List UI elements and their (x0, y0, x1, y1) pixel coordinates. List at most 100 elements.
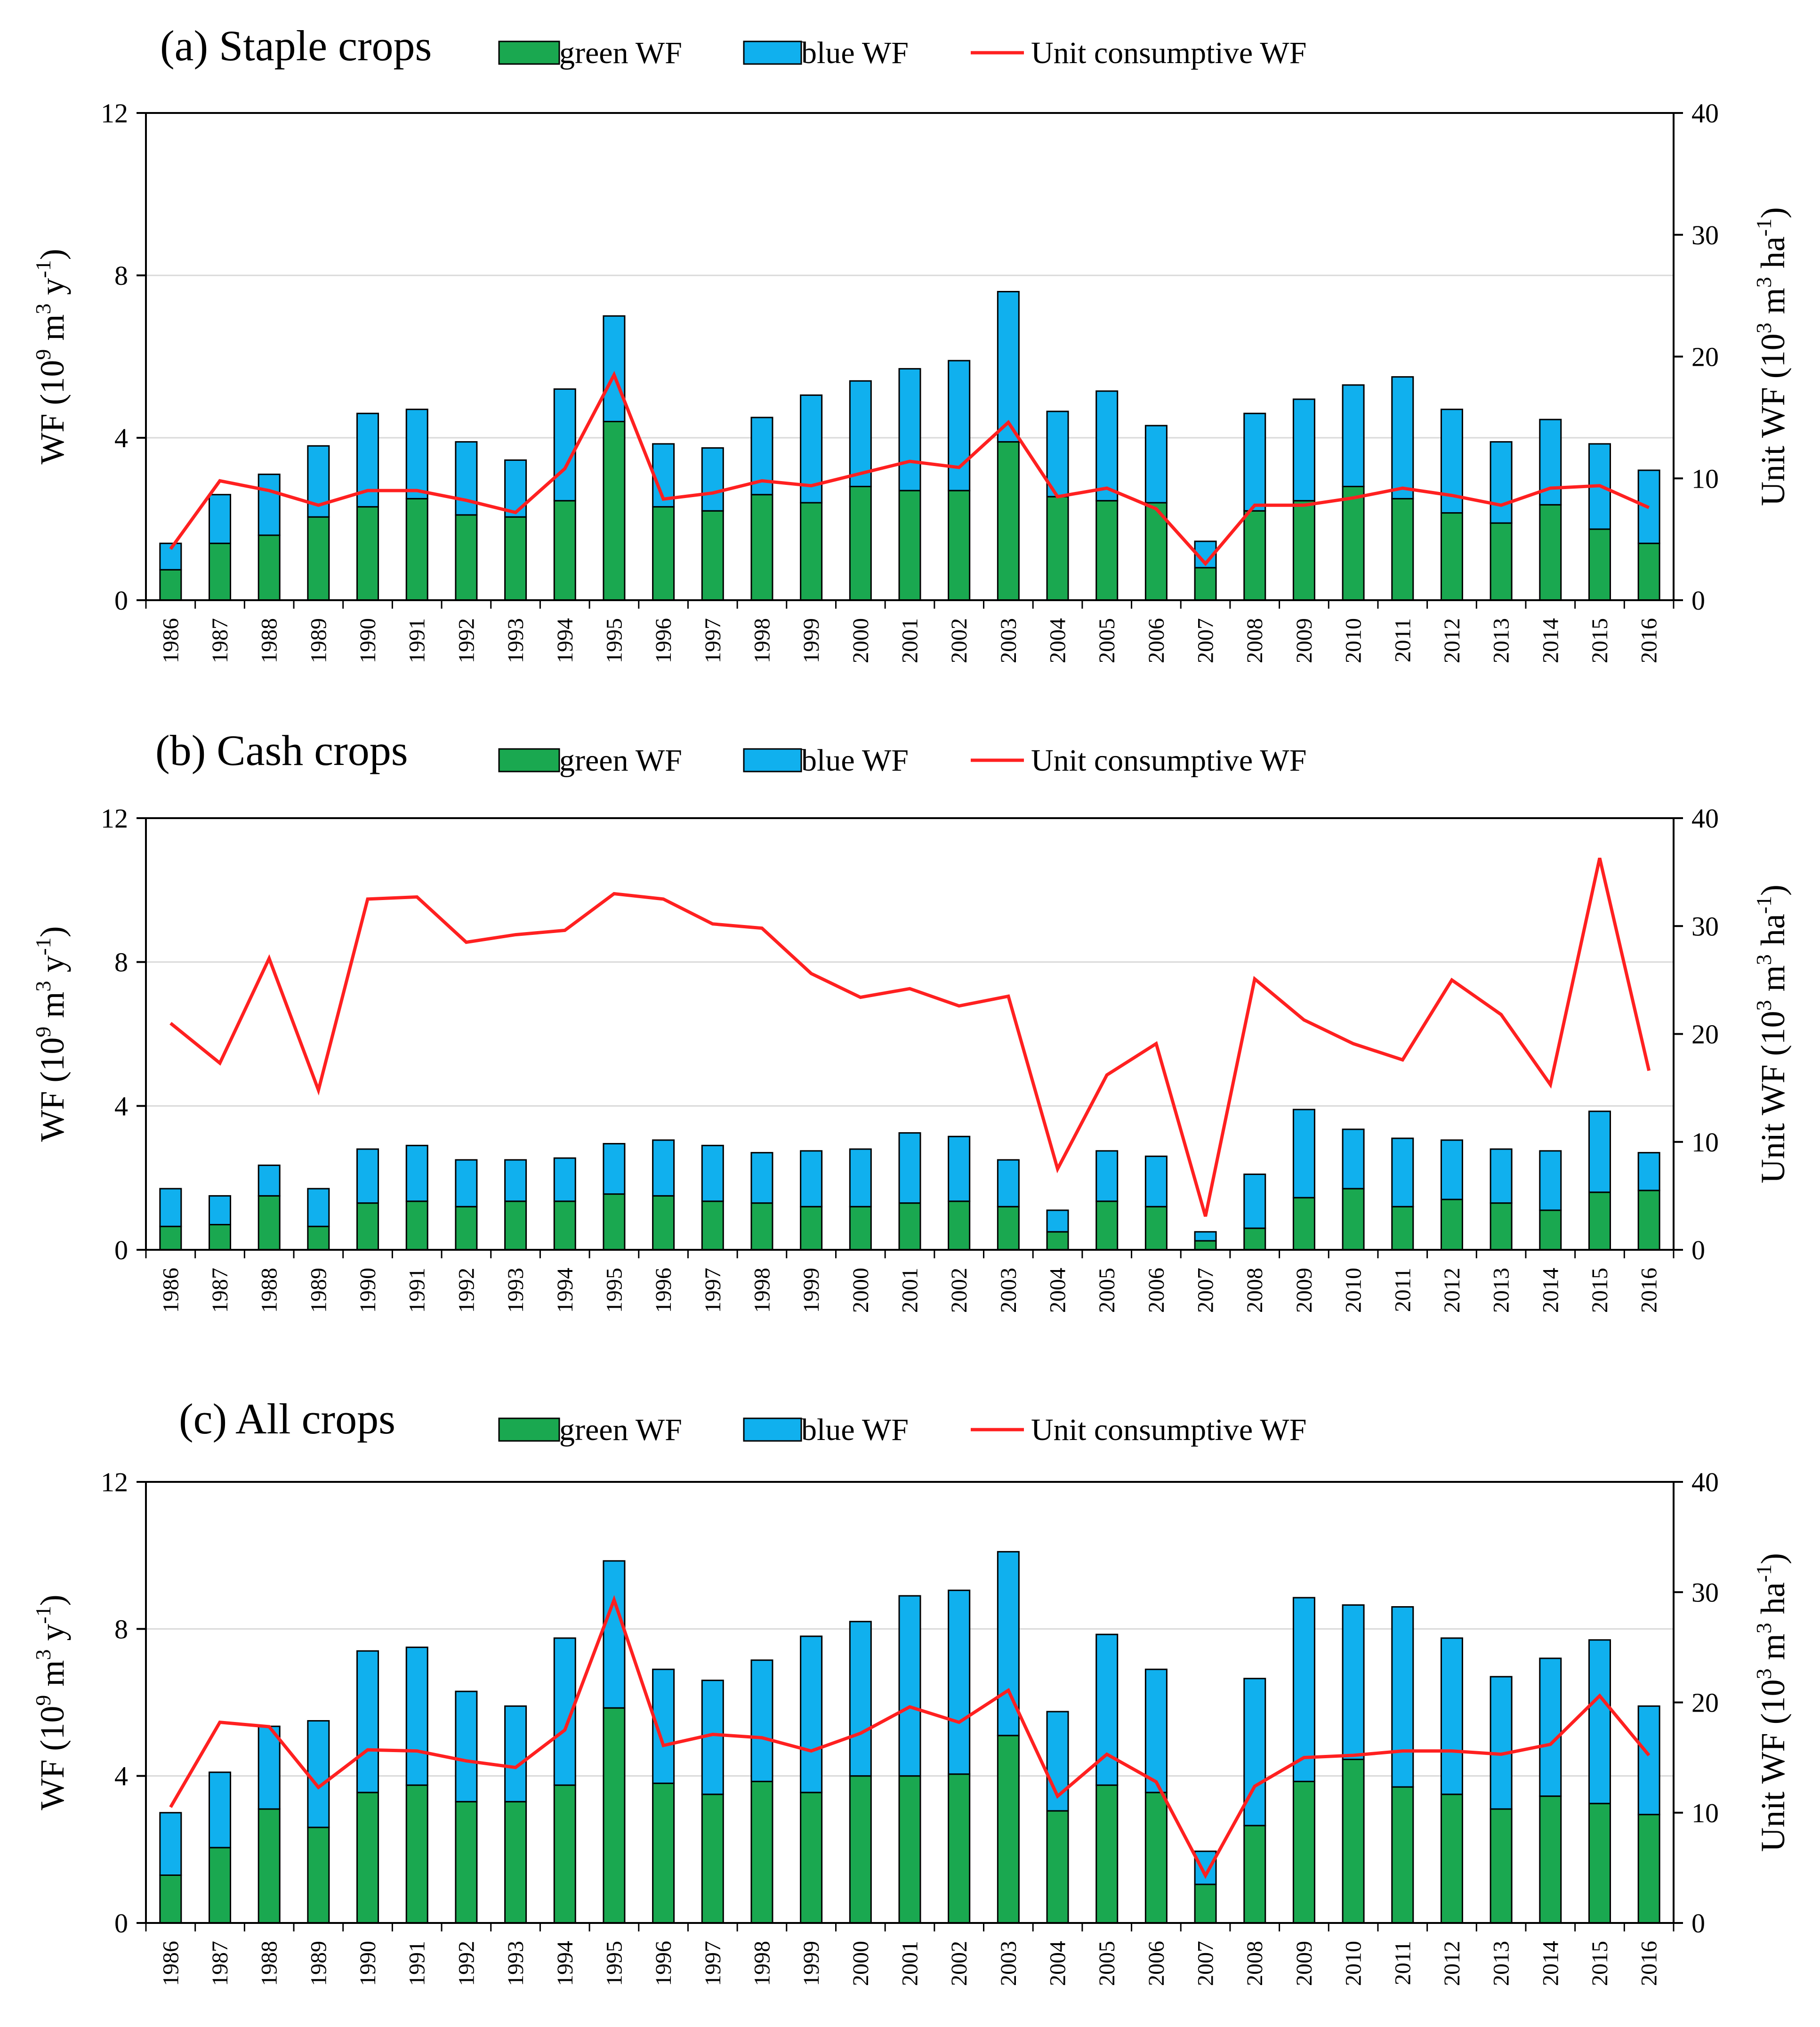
bar-blue-2013 (1490, 1148, 1513, 1204)
bar-green-2003 (997, 1735, 1020, 1924)
bar-blue-2012 (1440, 1139, 1463, 1200)
x-tick-label: 1996 (651, 1268, 676, 1313)
x-tick-label: 2003 (996, 618, 1021, 663)
bar-green-2008 (1243, 1227, 1266, 1251)
bar-green-1986 (159, 569, 182, 601)
bar-blue-1988 (258, 1725, 281, 1810)
x-tick-label: 1991 (405, 1941, 430, 1986)
bar-blue-1990 (356, 1650, 379, 1794)
y-tick-label: 0 (114, 1908, 128, 1939)
bar-green-1994 (553, 1200, 576, 1251)
x-tick-label: 1986 (158, 1268, 183, 1313)
legend: green WF blue WF Unit consumptive WF (498, 36, 1306, 70)
bar-green-1998 (750, 1780, 773, 1924)
legend: green WF blue WF Unit consumptive WF (498, 1413, 1306, 1447)
legend-label-green: green WF (559, 743, 682, 778)
y2-tick-label: 0 (1691, 1235, 1705, 1265)
bar-green-2008 (1243, 510, 1266, 601)
x-tick-label: 2015 (1587, 618, 1612, 663)
y2-tick-label: 10 (1691, 1127, 1719, 1158)
bar-green-2001 (898, 490, 921, 601)
bar-green-1993 (504, 1200, 527, 1251)
bar-green-2015 (1588, 1191, 1611, 1251)
bar-blue-2013 (1490, 1676, 1513, 1810)
y2-tick-label: 10 (1691, 1798, 1719, 1828)
legend-swatch-blue (743, 748, 802, 772)
bar-blue-2002 (948, 1589, 971, 1775)
bar-green-2016 (1637, 542, 1660, 601)
x-tick-label: 1994 (553, 618, 578, 663)
x-tick-label: 2000 (848, 1941, 873, 1986)
bar-green-1994 (553, 1784, 576, 1924)
bar-green-2002 (948, 490, 971, 601)
x-tick-label: 1988 (257, 618, 282, 663)
x-tick-label: 2011 (1390, 1268, 1415, 1312)
bar-blue-1987 (209, 494, 232, 544)
x-tick-label: 1995 (602, 1268, 627, 1313)
bar-green-2002 (948, 1200, 971, 1251)
bar-blue-1992 (455, 1159, 478, 1207)
bar-green-2009 (1292, 500, 1315, 601)
x-tick-label: 2004 (1046, 1941, 1071, 1986)
x-tick-label: 1993 (503, 618, 528, 663)
panel-1: 0 4 8 12 0 10 20 30 40 1986 1987 1988 1989 1990 1991 19… (31, 22, 1792, 663)
x-tick-label: 2010 (1341, 1941, 1366, 1986)
bar-blue-2003 (997, 291, 1020, 443)
x-tick-label: 2002 (947, 1268, 972, 1313)
bar-blue-1987 (209, 1771, 232, 1849)
x-tick-label: 1998 (749, 618, 774, 663)
bar-green-1986 (159, 1225, 182, 1251)
x-tick-label: 2013 (1489, 618, 1514, 663)
bar-green-1988 (258, 1808, 281, 1924)
bar-blue-1994 (553, 388, 576, 502)
bar-green-2005 (1095, 500, 1119, 601)
x-tick-label: 2008 (1242, 1941, 1267, 1986)
bar-blue-1989 (307, 1188, 330, 1227)
legend-swatch-green (498, 748, 560, 772)
bar-green-1987 (209, 542, 232, 601)
bar-green-2001 (898, 1202, 921, 1251)
bar-green-2003 (997, 441, 1020, 601)
bar-blue-1995 (603, 1560, 626, 1709)
x-tick-label: 2016 (1637, 1941, 1662, 1986)
bar-green-2000 (849, 486, 872, 601)
x-tick-label: 1989 (306, 618, 331, 663)
bar-blue-1993 (504, 1159, 527, 1202)
x-tick-label: 2008 (1242, 618, 1267, 663)
legend-label-blue: blue WF (801, 36, 909, 70)
x-tick-label: 2009 (1292, 1941, 1317, 1986)
bar-green-2013 (1490, 522, 1513, 601)
x-tick-label: 1999 (799, 1268, 824, 1313)
bar-green-2007 (1194, 567, 1217, 601)
x-tick-label: 1995 (602, 1941, 627, 1986)
bar-blue-2009 (1292, 1597, 1315, 1782)
x-tick-label: 2008 (1242, 1268, 1267, 1313)
x-tick-label: 1999 (799, 1941, 824, 1986)
bar-blue-1995 (603, 1143, 626, 1195)
panel-title: (b) Cash crops (155, 726, 408, 774)
bar-blue-1999 (800, 1150, 823, 1207)
bar-blue-2007 (1194, 1231, 1217, 1242)
panel-title: (c) All crops (179, 1395, 395, 1443)
bar-blue-2014 (1539, 1657, 1562, 1797)
x-tick-label: 1998 (749, 1941, 774, 1986)
bar-green-2005 (1095, 1200, 1119, 1251)
x-tick-label: 2009 (1292, 618, 1317, 663)
y2-tick-label: 20 (1691, 1688, 1719, 1718)
x-tick-label: 1990 (355, 1268, 380, 1313)
legend: green WF blue WF Unit consumptive WF (498, 743, 1306, 778)
y-tick-label: 0 (114, 1235, 128, 1265)
x-tick-label: 2006 (1144, 1941, 1169, 1986)
bar-blue-2006 (1144, 1668, 1168, 1794)
x-tick-label: 2016 (1637, 618, 1662, 663)
bar-blue-1999 (800, 1635, 823, 1794)
y2-tick-label: 30 (1691, 220, 1719, 250)
x-tick-label: 1998 (749, 1268, 774, 1313)
bar-green-2003 (997, 1206, 1020, 1251)
bar-green-2006 (1144, 1792, 1168, 1924)
x-tick-label: 2013 (1489, 1941, 1514, 1986)
x-tick-label: 2009 (1292, 1268, 1317, 1313)
bar-green-2012 (1440, 1794, 1463, 1924)
panel-title: (a) Staple crops (160, 22, 432, 70)
bar-green-1998 (750, 494, 773, 601)
